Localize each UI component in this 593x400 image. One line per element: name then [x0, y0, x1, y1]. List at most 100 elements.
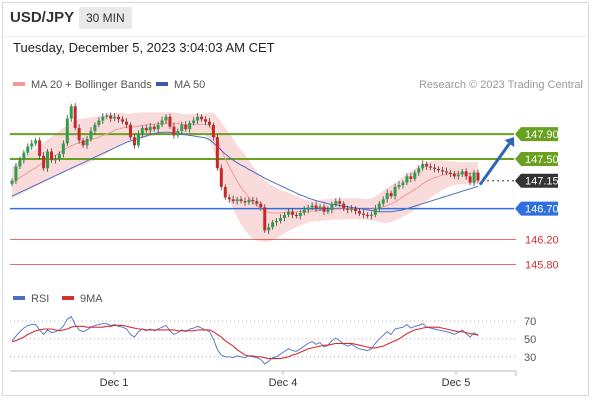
candle-body [456, 174, 460, 177]
header-divider [0, 36, 587, 37]
candle-body [314, 205, 318, 209]
candle-body [207, 121, 211, 125]
candle-body [279, 217, 283, 222]
candle-body [192, 120, 196, 123]
forecast-arrow-shaft [478, 142, 511, 186]
candle-body [393, 186, 397, 197]
candle-body [452, 173, 456, 177]
level-label-147.15: 147.15 [525, 176, 559, 188]
candle-body [211, 124, 215, 138]
candle-body [468, 176, 472, 183]
candle-body [97, 120, 101, 125]
candle-body [440, 170, 444, 172]
legend-ma20-label: MA 20 + Bollinger Bands [31, 79, 152, 91]
x-tick-label-Dec 4: Dec 4 [269, 377, 298, 389]
candle-body [176, 131, 180, 136]
candle-body [247, 199, 251, 203]
symbol-title: USD/JPY [10, 9, 75, 26]
candle-body [49, 151, 53, 161]
candle-body [361, 213, 365, 215]
level-label-147.50: 147.50 [525, 154, 559, 166]
candle-body [318, 206, 322, 209]
level-label-147.90: 147.90 [525, 129, 559, 141]
candle-body [93, 124, 97, 132]
candle-body [148, 126, 152, 131]
candle-body [184, 124, 188, 130]
candle-body [346, 208, 350, 210]
candle-body [464, 171, 468, 177]
rsi-swatch [13, 296, 25, 301]
candle-body [117, 116, 121, 120]
forecast-arrow-head [504, 137, 515, 148]
candle-body [397, 185, 401, 187]
candle-body [200, 116, 204, 120]
timeframe-badge[interactable]: 30 MIN [79, 7, 132, 29]
candle-body [373, 208, 377, 215]
candle-body [310, 205, 314, 208]
candles [10, 103, 480, 234]
candle-body [334, 201, 338, 205]
candle-body [215, 137, 219, 169]
candle-body [342, 203, 346, 209]
level-tag-147.90 [515, 127, 558, 142]
candle-body [354, 208, 358, 212]
candle-body [219, 168, 223, 187]
candle-body [271, 222, 275, 228]
candle-body [144, 127, 148, 131]
candle-body [433, 167, 437, 169]
candle-body [26, 146, 30, 153]
candle-body [381, 199, 385, 204]
candle-body [472, 172, 476, 183]
candle-body [302, 209, 306, 213]
candle-body [255, 201, 259, 204]
candle-body [275, 221, 279, 223]
candle-body [286, 211, 290, 215]
candle-body [437, 168, 441, 171]
candle-body [298, 212, 302, 217]
candle-body [121, 119, 125, 122]
candle-body [125, 121, 129, 125]
candle-body [235, 199, 239, 202]
candle-body [69, 106, 73, 119]
candle-body [401, 182, 405, 186]
candle-body [38, 140, 42, 156]
timestamp: Tuesday, December 5, 2023 3:04:03 AM CET [13, 40, 275, 55]
rsi-series-9MA [11, 324, 478, 360]
legend-rsi-label: RSI [31, 293, 50, 305]
candle-body [34, 140, 38, 144]
candle-body [105, 115, 109, 117]
candle-body [128, 124, 132, 138]
candle-body [10, 180, 14, 184]
candle-body [136, 134, 140, 146]
candle-body [204, 119, 208, 122]
candle-body [330, 204, 334, 210]
rsi-series-RSI [11, 315, 479, 365]
candle-body [101, 116, 105, 121]
candle-body [448, 172, 452, 174]
legend-ma50: MA 50 [156, 79, 205, 91]
candle-body [168, 116, 172, 127]
candle-body [322, 206, 326, 212]
x-tick-label-Dec 5: Dec 5 [442, 377, 471, 389]
candle-body [140, 127, 144, 135]
level-tag-147.50 [515, 151, 558, 166]
candle-body [338, 201, 342, 204]
candle-body [413, 172, 417, 179]
level-tag-146.70 [515, 201, 558, 216]
ma20-swatch [13, 82, 25, 87]
legend-ma50-label: MA 50 [174, 79, 206, 91]
level-tag-147.15 [515, 173, 558, 188]
candle-body [152, 126, 156, 130]
rsi-tick-30: 30 [524, 352, 536, 364]
candle-body [421, 163, 425, 169]
candle-body [160, 120, 164, 125]
candle-body [73, 106, 77, 128]
candle-body [429, 166, 433, 168]
candle-body [85, 139, 89, 146]
candle-body [405, 176, 409, 183]
candle-body [282, 214, 286, 218]
ma20-line [11, 122, 478, 214]
rsi-tick-50: 50 [524, 334, 536, 346]
level-label-145.80: 145.80 [525, 259, 559, 271]
candle-body [358, 211, 362, 214]
